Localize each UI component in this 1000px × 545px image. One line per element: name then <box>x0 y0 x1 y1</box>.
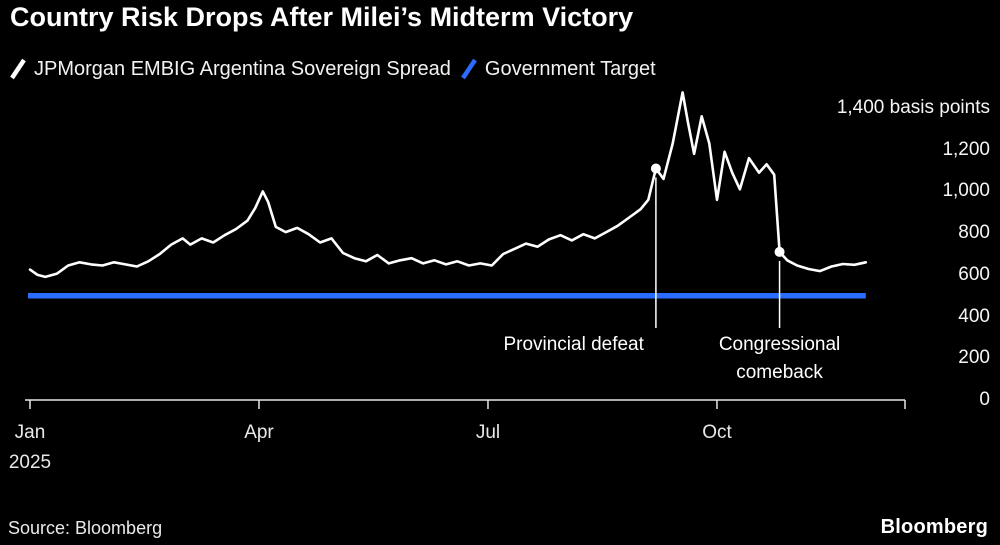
source-text: Source: Bloomberg <box>8 518 163 538</box>
y-tick-label: 1,200 <box>942 138 990 160</box>
chart-legend: JPMorgan EMBIG Argentina Sovereign Sprea… <box>10 57 656 81</box>
legend-label-spread: JPMorgan EMBIG Argentina Sovereign Sprea… <box>34 57 451 80</box>
y-tick-label: 1,000 <box>942 180 990 202</box>
x-tick-label: Oct <box>702 422 732 443</box>
y-tick-label: 1,400 basis points <box>836 97 990 118</box>
annotation-dot <box>774 246 785 257</box>
x-tick-label: Apr <box>244 422 274 443</box>
chart-title: Country Risk Drops After Milei’s Midterm… <box>10 2 634 32</box>
legend-item-spread: JPMorgan EMBIG Argentina Sovereign Sprea… <box>10 57 451 81</box>
legend-label-target: Government Target <box>484 57 656 80</box>
legend-item-target: Government Target <box>461 57 656 81</box>
x-tick-label: Jan 2025 <box>8 422 52 473</box>
x-tick-label: Jul <box>475 422 501 443</box>
annotation-congressional-comeback: Congressional comeback <box>718 334 841 383</box>
target-line-icon <box>461 58 477 80</box>
y-tick-label: 400 <box>958 305 990 327</box>
spread-line-icon <box>10 58 26 80</box>
spread-line <box>28 91 868 279</box>
bloomberg-logo: Bloomberg <box>880 516 988 538</box>
y-tick-label: 0 <box>979 389 990 410</box>
y-tick-label: 600 <box>958 263 990 285</box>
y-tick-label: 800 <box>958 222 990 244</box>
annotation-provincial-defeat: Provincial defeat <box>503 334 644 355</box>
y-tick-label: 200 <box>958 347 990 369</box>
annotation-dot <box>650 163 661 174</box>
